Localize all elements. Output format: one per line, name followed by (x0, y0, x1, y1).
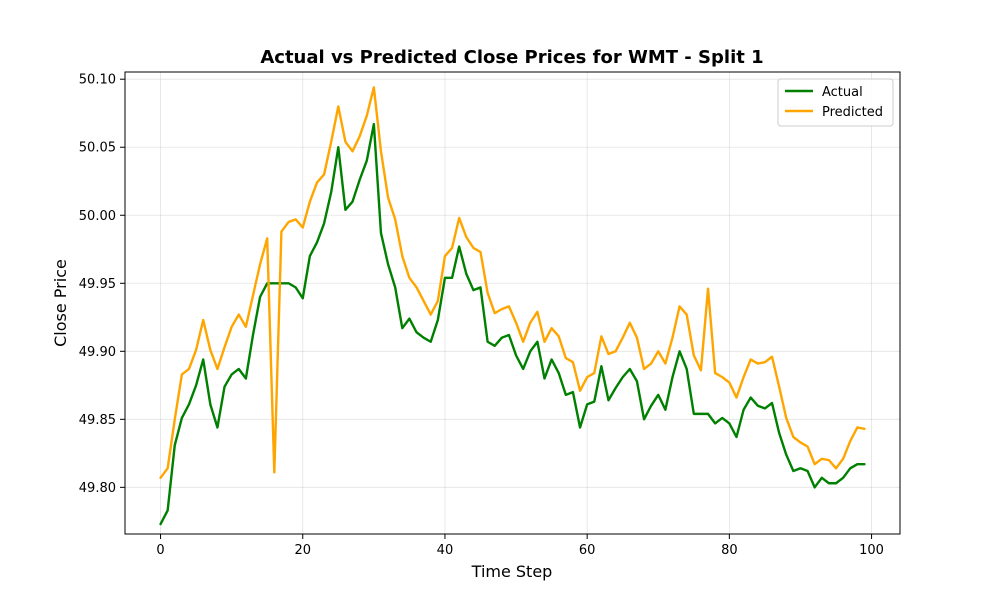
legend-label-predicted: Predicted (822, 105, 883, 120)
y-tick-label: 49.85 (79, 413, 116, 428)
legend: Actual Predicted (777, 78, 894, 127)
axis-ticks: 0 20 40 60 80 100 49.80 49.85 49.90 49.95 50.00 50.… (79, 73, 884, 558)
y-tick-label: 50.00 (79, 209, 116, 224)
x-tick-label: 20 (294, 543, 311, 558)
y-tick-label: 49.80 (79, 481, 116, 496)
grid-lines (125, 72, 900, 534)
x-tick-label: 60 (579, 543, 596, 558)
series-line-actual (159, 122, 866, 526)
y-tick-label: 50.10 (79, 73, 116, 88)
x-axis-label: Time Step (471, 562, 553, 581)
y-axis-label: Close Price (51, 259, 70, 347)
x-tick-label: 100 (859, 543, 884, 558)
x-tick-label: 40 (437, 543, 454, 558)
y-tick-label: 50.05 (79, 141, 116, 156)
y-tick-label: 49.90 (79, 345, 116, 360)
x-tick-label: 80 (721, 543, 738, 558)
chart-title: Actual vs Predicted Close Prices for WMT… (260, 47, 763, 68)
y-tick-label: 49.95 (79, 277, 116, 292)
plot-frame (124, 71, 901, 535)
series-lines (159, 86, 866, 526)
legend-label-actual: Actual (822, 85, 863, 100)
series-line-predicted (159, 86, 866, 480)
x-tick-label: 0 (156, 543, 164, 558)
